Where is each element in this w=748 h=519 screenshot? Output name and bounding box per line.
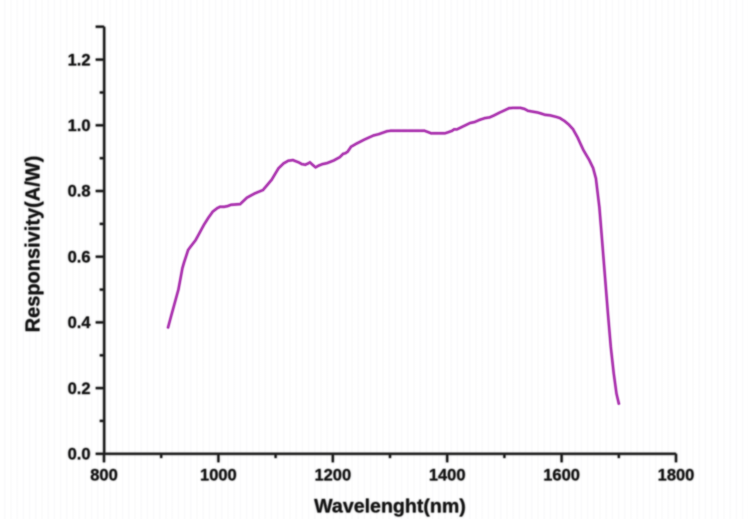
svg-text:1600: 1600 [543, 467, 580, 485]
svg-text:1600: 1600 [543, 467, 580, 485]
svg-text:0.6: 0.6 [68, 248, 91, 266]
svg-text:1400: 1400 [429, 467, 466, 485]
svg-text:1200: 1200 [314, 467, 351, 485]
svg-text:1200: 1200 [314, 467, 351, 485]
svg-text:800: 800 [90, 467, 118, 485]
svg-text:1.0: 1.0 [68, 117, 91, 135]
svg-text:1.2: 1.2 [68, 51, 91, 69]
svg-text:1000: 1000 [200, 467, 237, 485]
svg-text:1.2: 1.2 [68, 51, 91, 69]
svg-text:1.0: 1.0 [68, 117, 91, 135]
svg-text:0.4: 0.4 [68, 314, 92, 332]
svg-text:1800: 1800 [658, 467, 695, 485]
svg-text:0.6: 0.6 [68, 248, 91, 266]
svg-text:1800: 1800 [658, 467, 695, 485]
svg-text:1000: 1000 [200, 467, 237, 485]
svg-text:1400: 1400 [429, 467, 466, 485]
svg-text:0.8: 0.8 [68, 183, 91, 201]
svg-text:0.2: 0.2 [68, 380, 91, 398]
svg-text:800: 800 [90, 467, 118, 485]
svg-text:0.8: 0.8 [68, 183, 91, 201]
svg-text:Wavelenght(nm): Wavelenght(nm) [314, 496, 466, 518]
svg-text:Wavelenght(nm): Wavelenght(nm) [314, 496, 466, 518]
svg-text:0.0: 0.0 [68, 446, 91, 464]
svg-text:0.4: 0.4 [68, 314, 92, 332]
svg-text:Responsivity(A/W): Responsivity(A/W) [23, 156, 45, 333]
svg-text:Responsivity(A/W): Responsivity(A/W) [23, 156, 45, 333]
svg-text:0.0: 0.0 [68, 446, 91, 464]
svg-text:0.2: 0.2 [68, 380, 91, 398]
